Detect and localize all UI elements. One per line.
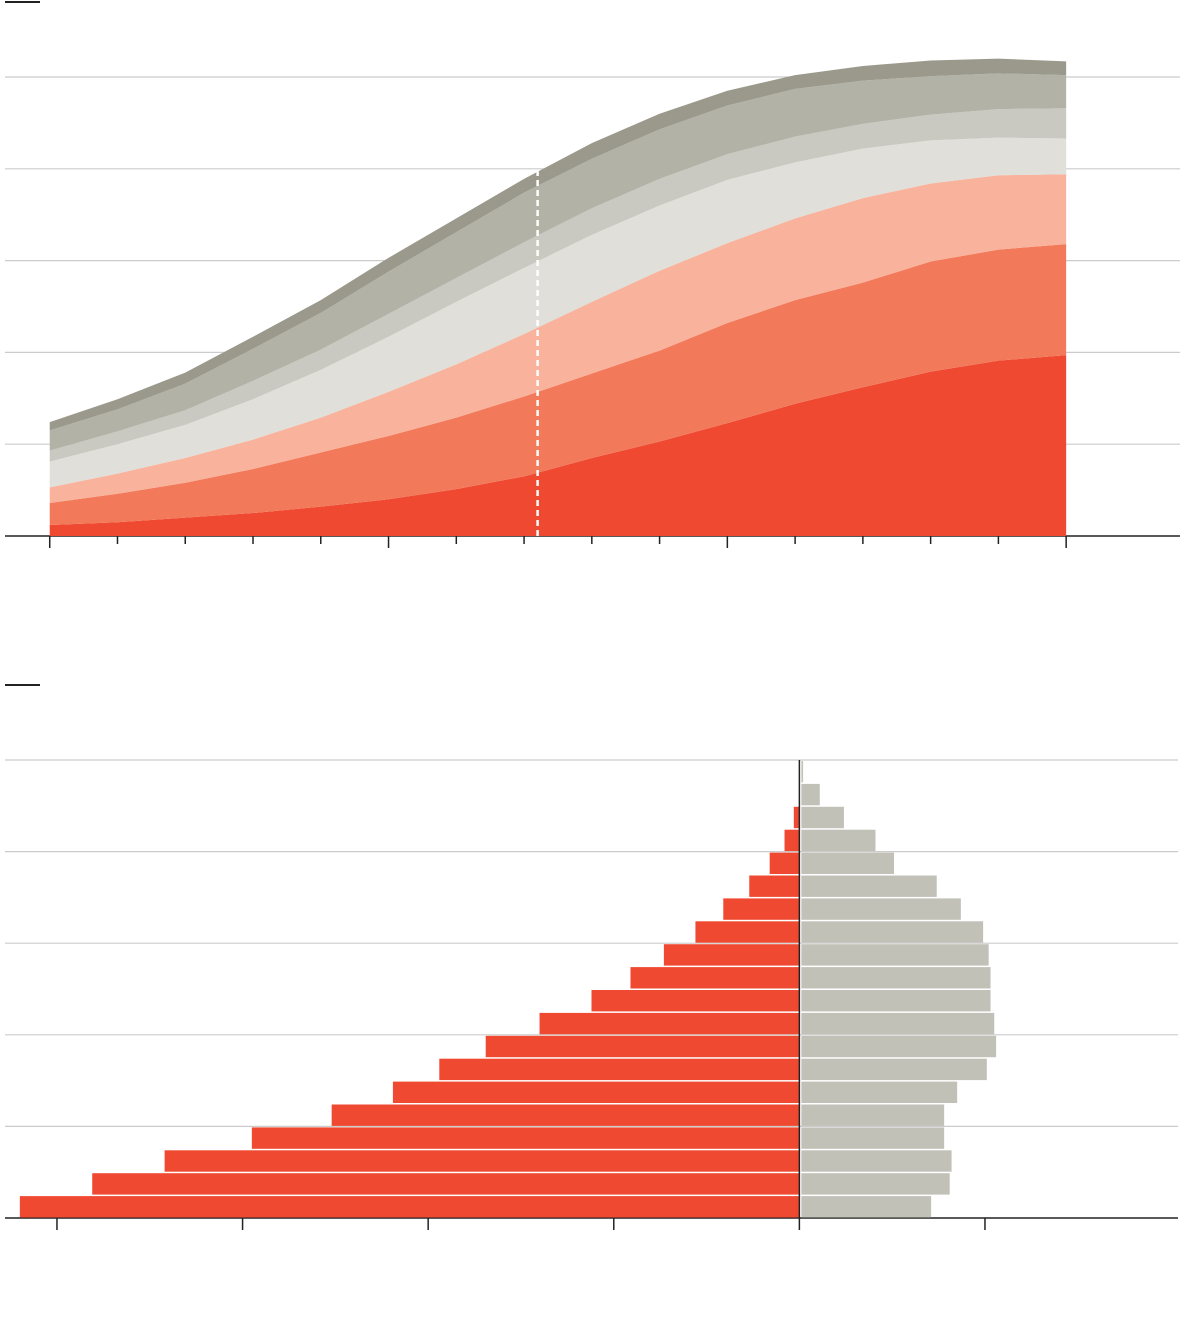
bar [801, 1058, 987, 1081]
bar [793, 806, 800, 829]
bar [801, 1196, 932, 1218]
bar [539, 1012, 800, 1035]
bar [801, 944, 989, 966]
bar [591, 990, 800, 1012]
bar [801, 1081, 958, 1103]
area [49, 174, 1067, 503]
bar [801, 761, 804, 783]
bar [801, 1173, 950, 1195]
area [49, 73, 1067, 451]
bar [801, 990, 991, 1012]
bar [801, 783, 820, 806]
bar [392, 1081, 800, 1103]
bar [801, 921, 984, 943]
bar [164, 1150, 800, 1172]
bar [801, 967, 991, 989]
bar [769, 852, 800, 874]
bar [801, 829, 876, 852]
bar [439, 1058, 800, 1081]
bar-chart [5, 759, 1178, 1230]
bar [331, 1104, 800, 1126]
bar [485, 1035, 800, 1058]
area [49, 137, 1067, 488]
area [49, 355, 1067, 536]
area [49, 108, 1067, 462]
bar [784, 829, 800, 852]
bar [801, 806, 844, 829]
bar [801, 1104, 945, 1126]
bar [92, 1173, 800, 1195]
bar [801, 1127, 945, 1149]
area-chart [5, 58, 1180, 548]
area [49, 244, 1067, 525]
bar [723, 898, 800, 920]
bar [801, 875, 937, 897]
bar [801, 1035, 997, 1058]
bar [801, 898, 961, 920]
bar [251, 1127, 800, 1149]
bar [630, 967, 800, 989]
bar [801, 1012, 995, 1035]
bar [695, 921, 800, 943]
bar [663, 944, 800, 966]
bar [801, 852, 895, 874]
area [49, 58, 1067, 431]
bar [19, 1196, 800, 1218]
bar [749, 875, 800, 897]
bar [801, 1150, 952, 1172]
